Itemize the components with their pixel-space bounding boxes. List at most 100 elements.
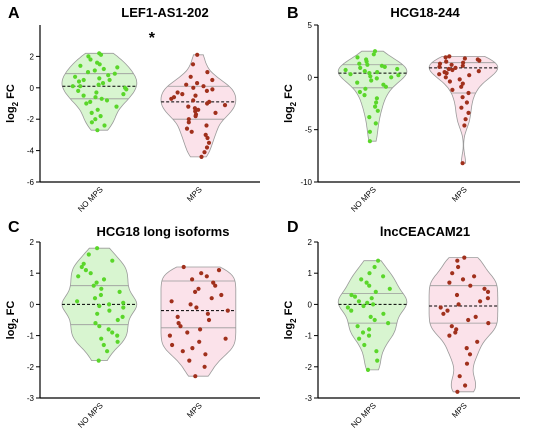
data-point [201, 84, 206, 89]
data-point [97, 62, 102, 67]
data-point [213, 110, 218, 115]
y-tick-label: 0 [308, 73, 313, 82]
panel-c: C HCG18 long isoforms -3 -2 -1 0 1 2 log2 FC NO M… [5, 219, 260, 430]
panel-letter: A [8, 5, 20, 22]
data-point [210, 87, 215, 92]
data-point [202, 150, 207, 155]
x-tick-label: MPS [185, 401, 204, 420]
panel-title: LEF1-AS1-202 [121, 5, 208, 20]
data-point [89, 110, 94, 115]
data-point [190, 346, 195, 351]
data-point [367, 115, 372, 120]
data-point [478, 299, 483, 304]
data-point [85, 70, 91, 75]
data-point [76, 79, 82, 84]
data-point [88, 271, 93, 276]
violin-mps [160, 54, 237, 158]
data-point [186, 104, 191, 109]
data-point [466, 110, 471, 115]
data-point [189, 129, 194, 134]
data-point [386, 321, 391, 326]
data-point [459, 105, 464, 110]
data-point [204, 145, 210, 150]
data-point [375, 358, 380, 363]
data-point [485, 296, 490, 301]
data-point [84, 101, 89, 106]
data-point [107, 308, 112, 313]
panel-letter: C [8, 219, 20, 236]
data-point [106, 73, 111, 78]
data-point [447, 333, 452, 338]
data-point [76, 88, 81, 93]
data-point [349, 308, 354, 313]
y-tick-label: -6 [27, 178, 35, 187]
data-point [456, 302, 461, 307]
data-point [93, 321, 98, 326]
panel-title: HCG18 long isoforms [97, 224, 230, 239]
data-point [79, 264, 84, 270]
data-point [190, 62, 196, 67]
data-point [357, 61, 362, 66]
x-tick-label: NO MPS [76, 185, 105, 214]
data-point [358, 65, 363, 70]
data-point [78, 84, 83, 89]
data-point [223, 336, 228, 341]
data-point [355, 55, 360, 60]
panel-letter: D [287, 219, 299, 236]
data-point [373, 289, 378, 294]
data-point [81, 261, 86, 266]
data-point [362, 342, 367, 348]
data-point [437, 64, 442, 69]
data-point [464, 346, 469, 351]
violin-mps [160, 266, 237, 377]
data-point [446, 66, 451, 72]
data-point [98, 114, 103, 119]
data-point [73, 74, 78, 79]
data-point [477, 58, 482, 63]
data-point [98, 52, 104, 57]
data-point [360, 330, 366, 335]
data-point [213, 283, 218, 288]
data-point [443, 75, 448, 80]
data-point [387, 286, 392, 291]
data-point [206, 140, 212, 145]
data-point [447, 280, 452, 285]
data-point [81, 77, 86, 83]
data-point [476, 69, 481, 74]
data-point [462, 56, 467, 61]
violin-mps [428, 257, 499, 393]
data-point [356, 299, 361, 304]
data-point [374, 96, 379, 101]
data-point [464, 361, 470, 366]
y-tick-label: 2 [30, 52, 35, 61]
data-point [76, 274, 81, 279]
data-point [186, 120, 191, 125]
data-point [466, 90, 471, 96]
y-tick-label: 5 [308, 21, 313, 30]
data-point [454, 292, 460, 298]
data-point [365, 62, 370, 67]
data-point [97, 76, 102, 81]
data-point [375, 70, 380, 75]
data-point [193, 109, 198, 114]
data-point [96, 358, 101, 363]
data-point [205, 70, 210, 75]
y-tick-label: -1 [27, 332, 35, 341]
data-point [83, 268, 88, 273]
y-tick-label: -2 [27, 115, 35, 124]
data-point [88, 99, 93, 104]
data-point [195, 52, 200, 57]
data-point [95, 311, 100, 316]
x-tick-label: MPS [450, 401, 469, 420]
data-point [364, 280, 369, 285]
y-axis-label: log2 FC [283, 84, 298, 123]
data-point [460, 277, 466, 282]
data-point [348, 72, 353, 77]
data-point [371, 52, 376, 57]
data-point [375, 108, 380, 113]
y-tick-label: 1 [308, 269, 313, 278]
data-point [199, 271, 204, 276]
data-point [167, 333, 172, 338]
data-point [374, 76, 379, 81]
